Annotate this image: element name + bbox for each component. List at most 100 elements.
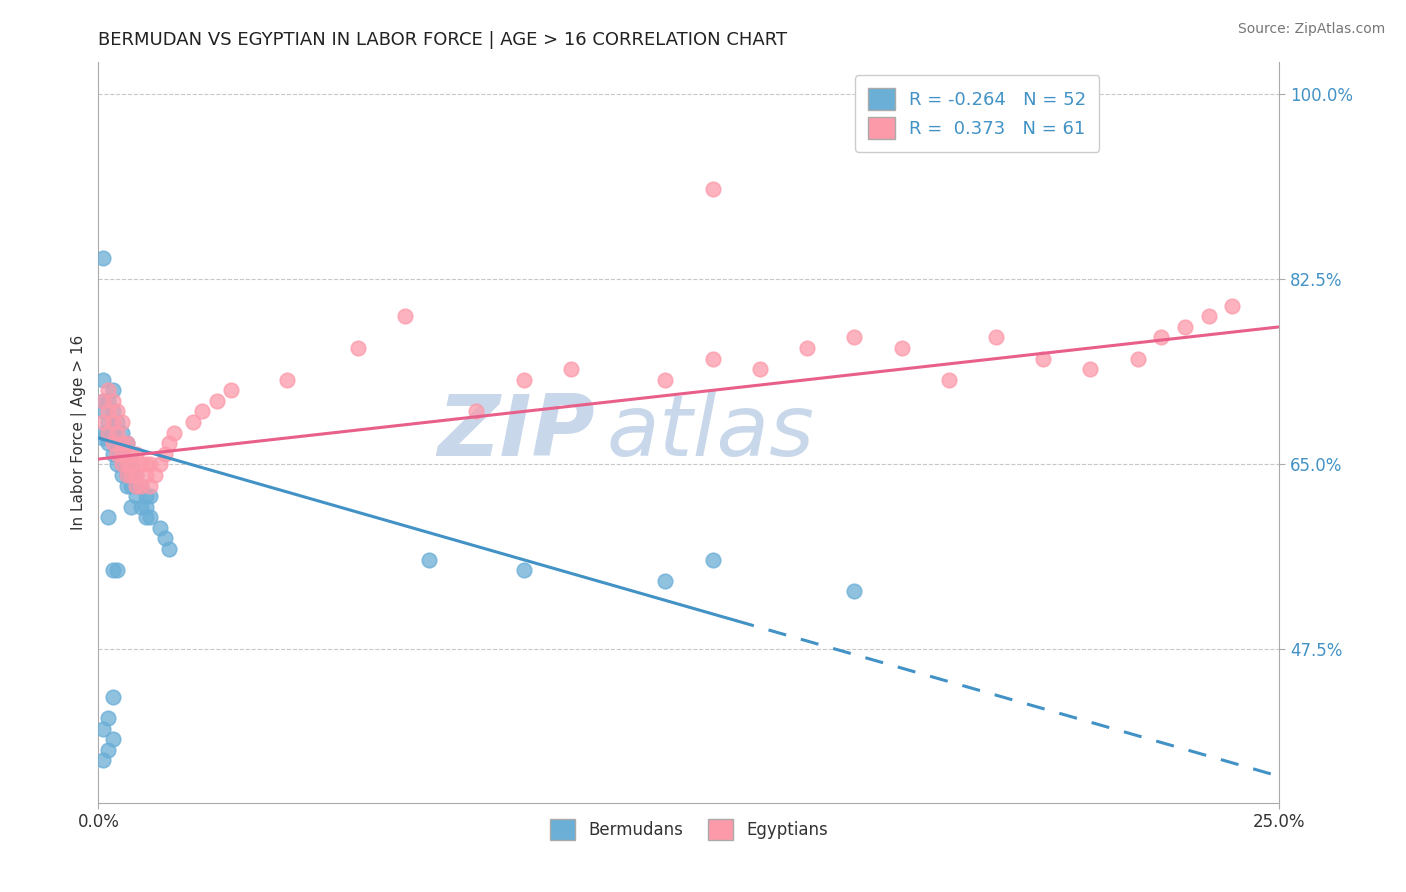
Point: [702, 351, 724, 366]
Point: [205, 393, 228, 408]
Point: [465, 404, 488, 418]
Text: BERMUDAN VS EGYPTIAN IN LABOR FORCE | AGE > 16 CORRELATION CHART: BERMUDAN VS EGYPTIAN IN LABOR FORCE | AG…: [98, 31, 787, 49]
Point: [844, 584, 866, 599]
Point: [1174, 319, 1197, 334]
Point: [191, 404, 214, 418]
Point: [139, 510, 162, 524]
Point: [1032, 351, 1054, 366]
Point: [135, 467, 157, 482]
Point: [121, 500, 143, 514]
Point: [115, 478, 138, 492]
Point: [121, 447, 143, 461]
Point: [139, 458, 162, 472]
Point: [101, 404, 124, 418]
Point: [97, 415, 120, 429]
Point: [149, 458, 172, 472]
Point: [1080, 362, 1102, 376]
Point: [219, 384, 242, 398]
Point: [121, 458, 143, 472]
Point: [125, 447, 148, 461]
Point: [111, 415, 134, 429]
Point: [91, 393, 114, 408]
Point: [125, 467, 148, 482]
Point: [702, 182, 724, 196]
Point: [1220, 299, 1243, 313]
Point: [91, 722, 114, 736]
Point: [157, 541, 180, 556]
Point: [654, 574, 676, 588]
Text: atlas: atlas: [606, 391, 814, 475]
Point: [129, 458, 152, 472]
Point: [111, 458, 134, 472]
Point: [115, 467, 138, 482]
Point: [105, 447, 128, 461]
Point: [1126, 351, 1149, 366]
Point: [97, 384, 120, 398]
Point: [125, 467, 148, 482]
Point: [101, 415, 124, 429]
Point: [97, 711, 120, 725]
Point: [91, 431, 114, 445]
Point: [135, 510, 157, 524]
Text: ZIP: ZIP: [437, 391, 595, 475]
Point: [125, 478, 148, 492]
Point: [394, 310, 416, 324]
Point: [418, 552, 440, 566]
Point: [163, 425, 186, 440]
Point: [101, 690, 124, 704]
Point: [276, 373, 298, 387]
Point: [125, 478, 148, 492]
Point: [101, 425, 124, 440]
Point: [97, 425, 120, 440]
Point: [91, 251, 114, 265]
Point: [101, 384, 124, 398]
Point: [111, 447, 134, 461]
Point: [121, 467, 143, 482]
Point: [153, 532, 176, 546]
Point: [97, 743, 120, 757]
Point: [115, 436, 138, 450]
Point: [844, 330, 866, 344]
Point: [105, 425, 128, 440]
Point: [91, 404, 114, 418]
Point: [129, 478, 152, 492]
Point: [111, 436, 134, 450]
Point: [105, 563, 128, 577]
Point: [121, 478, 143, 492]
Point: [91, 373, 114, 387]
Point: [125, 489, 148, 503]
Point: [157, 436, 180, 450]
Point: [135, 489, 157, 503]
Y-axis label: In Labor Force | Age > 16: In Labor Force | Age > 16: [72, 335, 87, 530]
Point: [111, 425, 134, 440]
Point: [115, 458, 138, 472]
Point: [149, 521, 172, 535]
Point: [512, 373, 534, 387]
Point: [101, 732, 124, 747]
Point: [115, 436, 138, 450]
Point: [91, 415, 114, 429]
Point: [139, 489, 162, 503]
Point: [105, 436, 128, 450]
Point: [97, 425, 120, 440]
Point: [135, 500, 157, 514]
Point: [153, 447, 176, 461]
Point: [101, 393, 124, 408]
Point: [121, 467, 143, 482]
Point: [91, 393, 114, 408]
Point: [347, 341, 370, 355]
Point: [748, 362, 770, 376]
Point: [1150, 330, 1173, 344]
Point: [139, 478, 162, 492]
Point: [1198, 310, 1220, 324]
Point: [111, 458, 134, 472]
Point: [101, 447, 124, 461]
Point: [702, 552, 724, 566]
Point: [105, 415, 128, 429]
Point: [115, 458, 138, 472]
Point: [135, 458, 157, 472]
Point: [105, 447, 128, 461]
Point: [97, 393, 120, 408]
Point: [129, 478, 152, 492]
Point: [796, 341, 818, 355]
